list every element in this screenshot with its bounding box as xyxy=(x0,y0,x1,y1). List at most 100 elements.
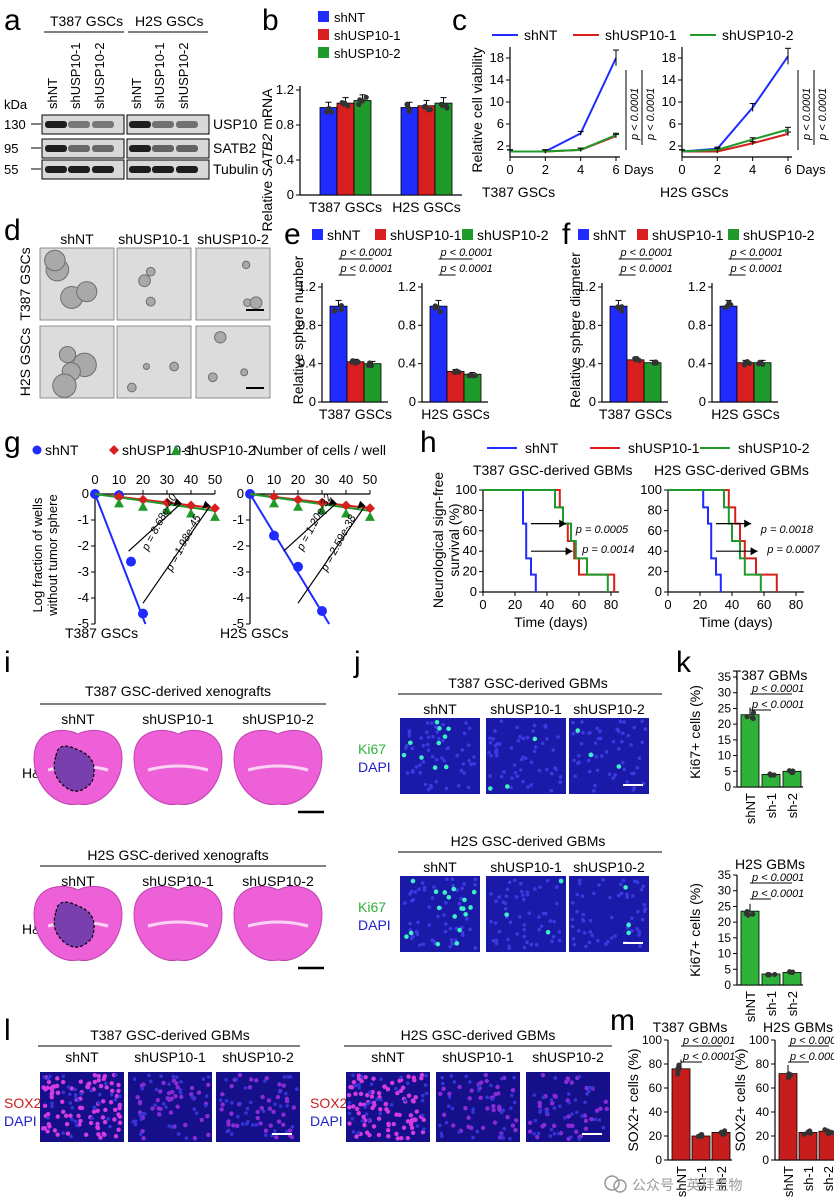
y-tick-label: -4 xyxy=(232,590,244,605)
p-value: p = 0.0018 xyxy=(760,524,814,536)
nucleus xyxy=(642,902,647,907)
data-dot xyxy=(443,103,450,110)
nucleus xyxy=(588,918,593,923)
column-label: shUSP10-2 xyxy=(532,1049,604,1065)
nucleus xyxy=(544,1108,549,1113)
panel-a-letter: a xyxy=(4,4,21,37)
nucleus xyxy=(49,1086,55,1092)
ki67-nucleus xyxy=(558,878,564,884)
nucleus xyxy=(492,1120,498,1125)
data-point xyxy=(138,608,148,619)
nucleus xyxy=(98,1092,102,1097)
stain-label: SOX2 xyxy=(4,1095,42,1111)
nucleus xyxy=(117,1114,123,1119)
nucleus xyxy=(613,773,617,777)
nucleus xyxy=(421,743,426,748)
nucleus xyxy=(626,733,631,738)
legend-label: shUSP10-1 xyxy=(390,227,462,243)
group-label: T387 GSCs xyxy=(65,625,138,641)
nucleus xyxy=(50,1104,54,1109)
p-value: p = 0.0005 xyxy=(575,524,629,536)
blot-group2-label: H2S GSCs xyxy=(135,13,203,29)
category-label: shNT xyxy=(743,793,758,824)
nucleus xyxy=(420,1098,425,1103)
panel-c-legend: shNT shUSP10-1 shUSP10-2 xyxy=(492,27,794,43)
y-tick-label: 0.4 xyxy=(276,152,294,167)
legend-swatch xyxy=(318,29,329,40)
nucleus xyxy=(552,1106,557,1110)
nucleus xyxy=(281,1122,286,1127)
blot-band xyxy=(92,121,114,128)
bar xyxy=(691,1135,711,1161)
y-tick-label: 0.4 xyxy=(578,356,596,371)
x-tick-label: 40 xyxy=(184,472,198,487)
nucleus xyxy=(112,1117,117,1122)
nucleus xyxy=(440,738,445,743)
nucleus xyxy=(434,757,439,762)
nucleus xyxy=(502,770,506,774)
nucleus xyxy=(101,1099,106,1104)
nucleus xyxy=(250,1123,255,1127)
nucleus xyxy=(42,1103,48,1109)
nucleus xyxy=(509,746,514,750)
nucleus xyxy=(159,1074,163,1079)
nucleus xyxy=(588,930,593,934)
data-dot xyxy=(352,360,359,366)
ki67-nucleus xyxy=(487,786,493,791)
nucleus xyxy=(117,1105,122,1111)
group-label: H2S GSCs xyxy=(711,406,779,422)
column-label: shNT xyxy=(61,873,95,889)
nucleus xyxy=(508,1136,512,1141)
nucleus xyxy=(356,1131,361,1135)
nucleus xyxy=(178,1088,183,1092)
panel-h-ylabel-2: survival (%) xyxy=(446,503,462,576)
nucleus xyxy=(571,731,576,736)
nucleus xyxy=(509,1093,514,1098)
sox2-images: T387 GSC-derived GBMs shNT shUSP10-1 shUSP1… xyxy=(4,1027,612,1142)
survival-curve xyxy=(483,489,616,592)
panel-e-letter: e xyxy=(284,218,301,251)
fluorescence-image xyxy=(400,718,480,794)
nucleus xyxy=(635,927,639,931)
nucleus xyxy=(109,1081,114,1086)
data-dot xyxy=(328,109,335,115)
nucleus xyxy=(347,1121,352,1126)
nucleus xyxy=(100,1115,106,1120)
nucleus xyxy=(527,911,532,915)
nucleus xyxy=(403,1098,407,1103)
stain-label: SOX2 xyxy=(310,1095,348,1111)
nucleus xyxy=(118,1094,122,1099)
nucleus xyxy=(363,1074,368,1080)
nucleus xyxy=(284,1096,290,1102)
bar xyxy=(740,910,760,986)
nucleus xyxy=(235,1123,240,1129)
nucleus xyxy=(139,1117,144,1122)
nucleus xyxy=(417,887,421,891)
nucleus xyxy=(451,942,455,946)
nucleus xyxy=(485,1095,490,1100)
blot-band xyxy=(68,166,90,173)
data-point xyxy=(293,501,303,511)
ki67-nucleus xyxy=(401,752,407,758)
nucleus xyxy=(281,1083,286,1088)
data-dot xyxy=(741,362,748,368)
nucleus xyxy=(525,735,530,740)
panel-b-letter: b xyxy=(262,4,279,37)
nucleus xyxy=(116,1082,121,1088)
data-point xyxy=(365,503,375,514)
x-tick-label: 0 xyxy=(506,162,513,177)
nucleus xyxy=(468,927,472,932)
nucleus xyxy=(568,1123,573,1129)
y-tick-label: 100 xyxy=(640,482,662,497)
stain-label: DAPI xyxy=(310,1113,343,1129)
nucleus xyxy=(375,1097,379,1102)
nucleus xyxy=(405,1135,411,1141)
nucleus xyxy=(601,878,605,882)
lane-label: shNT xyxy=(129,78,144,109)
nucleus xyxy=(566,1092,571,1096)
y-tick-label: 25 xyxy=(718,899,732,913)
y-tick-label: 6 xyxy=(497,116,504,131)
nucleus xyxy=(489,892,493,896)
nucleus xyxy=(617,729,621,734)
